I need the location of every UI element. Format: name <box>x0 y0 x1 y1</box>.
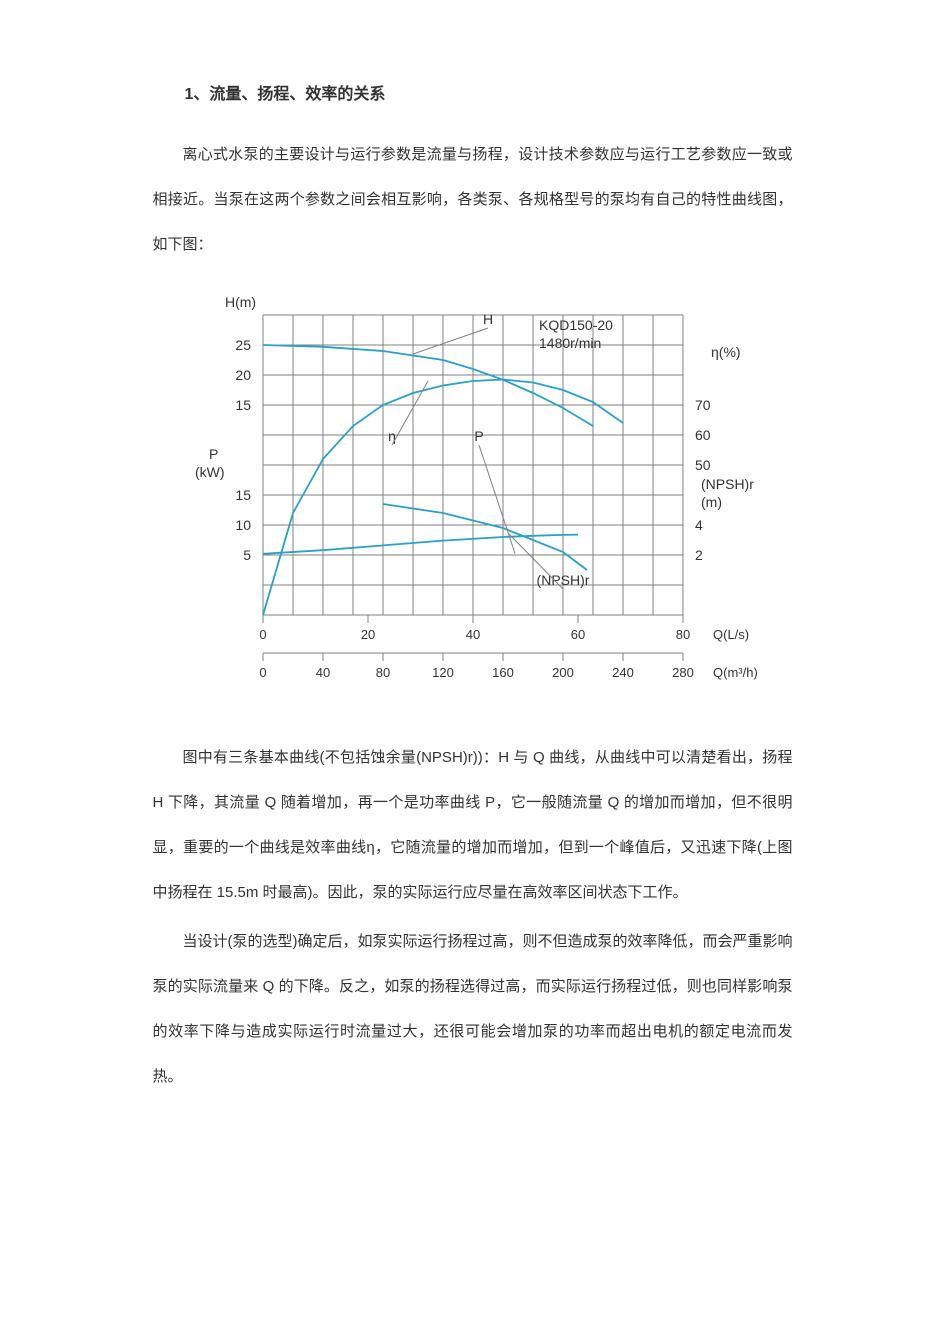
svg-text:H(m): H(m) <box>225 294 256 310</box>
svg-text:(m): (m) <box>701 494 722 510</box>
svg-text:40: 40 <box>315 665 329 680</box>
svg-text:280: 280 <box>672 665 694 680</box>
curve-power <box>263 535 578 554</box>
svg-text:H: H <box>482 311 492 327</box>
svg-text:15: 15 <box>235 397 251 413</box>
svg-text:60: 60 <box>570 627 584 642</box>
svg-text:Q(L/s): Q(L/s) <box>713 627 749 642</box>
paragraph-3: 当设计(泵的选型)确定后，如泵实际运行扬程过高，则不但造成泵的效率降低，而会严重… <box>153 919 793 1099</box>
svg-text:2: 2 <box>695 547 703 563</box>
curve-npsh <box>383 504 587 570</box>
svg-text:(kW): (kW) <box>195 464 225 480</box>
svg-text:80: 80 <box>675 627 689 642</box>
svg-text:η(%): η(%) <box>711 344 741 360</box>
svg-text:240: 240 <box>612 665 634 680</box>
svg-text:120: 120 <box>432 665 454 680</box>
svg-text:10: 10 <box>235 517 251 533</box>
svg-text:200: 200 <box>552 665 574 680</box>
svg-text:40: 40 <box>465 627 479 642</box>
svg-text:5: 5 <box>243 547 251 563</box>
svg-text:P: P <box>209 446 218 462</box>
svg-text:70: 70 <box>695 397 711 413</box>
svg-text:0: 0 <box>259 665 266 680</box>
pump-chart-container: H(m)252015P(kW)15105η(%)706050(NPSH)r(m)… <box>153 285 793 705</box>
svg-text:80: 80 <box>375 665 389 680</box>
svg-text:KQD150-20: KQD150-20 <box>539 317 613 333</box>
svg-text:20: 20 <box>360 627 374 642</box>
svg-text:60: 60 <box>695 427 711 443</box>
svg-text:160: 160 <box>492 665 514 680</box>
svg-text:Q(m³/h): Q(m³/h) <box>713 665 758 680</box>
svg-text:20: 20 <box>235 367 251 383</box>
svg-text:(NPSH)r: (NPSH)r <box>701 476 754 492</box>
svg-text:50: 50 <box>695 457 711 473</box>
paragraph-1: 离心式水泵的主要设计与运行参数是流量与扬程，设计技术参数应与运行工艺参数应一致或… <box>153 132 793 267</box>
svg-text:0: 0 <box>259 627 266 642</box>
svg-text:15: 15 <box>235 487 251 503</box>
svg-text:1480r/min: 1480r/min <box>539 335 601 351</box>
paragraph-2: 图中有三条基本曲线(不包括蚀余量(NPSH)r))：H 与 Q 曲线，从曲线中可… <box>153 735 793 915</box>
pump-characteristic-chart: H(m)252015P(kW)15105η(%)706050(NPSH)r(m)… <box>153 285 793 705</box>
section-heading: 1、流量、扬程、效率的关系 <box>153 80 793 104</box>
svg-text:η: η <box>388 428 396 444</box>
svg-text:(NPSH)r: (NPSH)r <box>536 572 589 588</box>
svg-text:4: 4 <box>695 517 703 533</box>
svg-text:P: P <box>474 428 483 444</box>
svg-text:25: 25 <box>235 337 251 353</box>
